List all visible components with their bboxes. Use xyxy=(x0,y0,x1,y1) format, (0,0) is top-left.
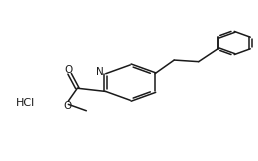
Text: HCl: HCl xyxy=(16,98,35,108)
Text: O: O xyxy=(63,101,71,111)
Text: O: O xyxy=(64,65,72,75)
Text: N: N xyxy=(96,67,104,77)
